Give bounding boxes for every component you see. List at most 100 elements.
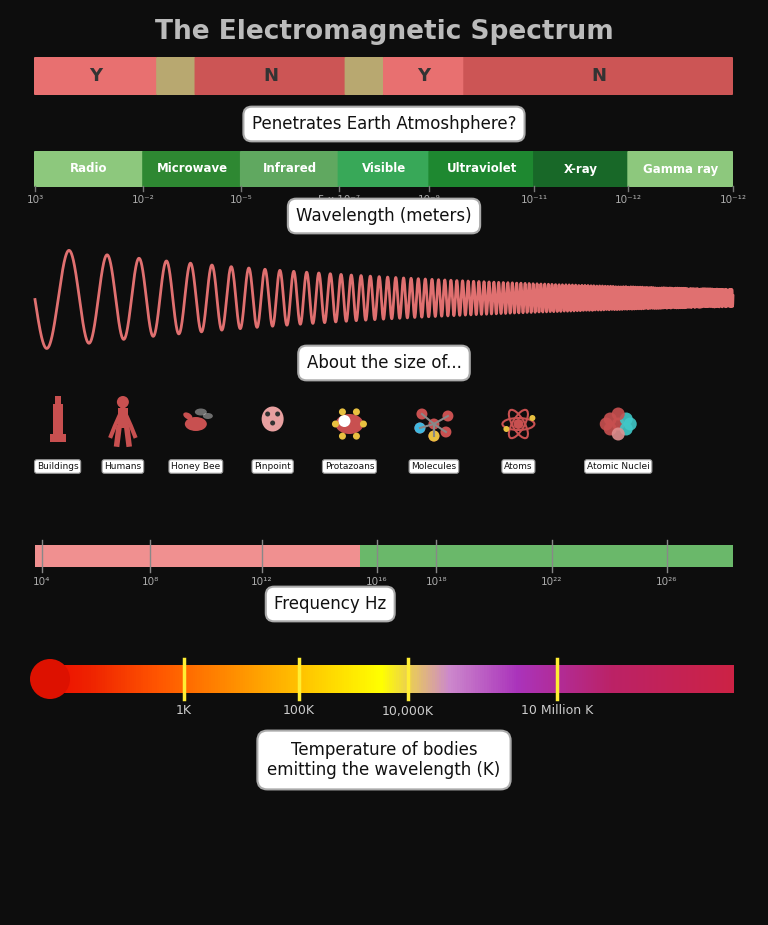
Text: 10¹²: 10¹² [251,577,273,587]
Bar [602,665,604,693]
Bar [670,665,673,693]
Bar [389,665,392,693]
Bar [425,665,429,693]
Bar [98,665,101,693]
Bar [365,665,367,693]
Bar [487,665,489,693]
Bar [109,665,112,693]
Bar [568,665,571,693]
Text: 10⁻⁵: 10⁻⁵ [230,195,252,205]
Bar [403,665,406,693]
Bar [645,665,647,693]
Text: Atomic Nuclei: Atomic Nuclei [587,462,650,471]
Circle shape [600,417,613,430]
Bar [351,665,354,693]
Bar [495,665,498,693]
Bar [369,665,372,693]
Bar [324,665,326,693]
Bar [177,665,180,693]
Bar [394,665,397,693]
Circle shape [117,396,129,408]
Text: The Electromagnetic Spectrum: The Electromagnetic Spectrum [154,19,614,45]
Ellipse shape [185,417,207,431]
Bar [60,665,62,693]
Bar [193,665,196,693]
Bar [184,665,187,693]
Bar [317,665,320,693]
Bar [530,665,532,693]
Circle shape [339,408,346,415]
Bar [100,665,103,693]
Bar [624,665,627,693]
Bar [617,665,621,693]
Text: N: N [591,67,606,85]
Bar [509,665,512,693]
Bar [134,665,137,693]
Bar [650,665,652,693]
Bar [336,665,338,693]
Bar [94,665,96,693]
FancyBboxPatch shape [194,57,346,95]
Bar [245,665,247,693]
Bar [581,665,584,693]
Bar [647,665,650,693]
Bar [150,665,153,693]
Bar [152,665,155,693]
Bar [362,665,365,693]
Bar [672,665,675,693]
Circle shape [353,433,360,439]
Bar [455,665,458,693]
Bar [279,665,282,693]
Bar [449,665,451,693]
Bar [147,665,151,693]
Bar [692,665,695,693]
Bar [214,665,216,693]
Bar [145,665,148,693]
Bar [727,665,729,693]
Text: Ultraviolet: Ultraviolet [446,163,517,176]
Bar [634,665,637,693]
Bar [331,665,333,693]
Bar [288,665,290,693]
Bar [708,665,711,693]
Bar [170,665,173,693]
Bar [87,665,89,693]
Text: 10²²: 10²² [541,577,562,587]
Bar [257,665,259,693]
Bar [207,665,209,693]
Bar [543,665,546,693]
Bar [358,665,361,693]
Bar [181,665,184,693]
Text: 10⁸: 10⁸ [141,577,159,587]
FancyBboxPatch shape [34,151,143,187]
Bar [123,665,125,693]
Bar [138,665,141,693]
Bar [179,665,182,693]
Bar [168,665,170,693]
Text: Honey Bee: Honey Bee [171,462,220,471]
Bar [89,665,91,693]
Bar [378,665,381,693]
Bar [681,665,684,693]
Bar [410,665,412,693]
Bar [164,665,166,693]
Bar [173,665,175,693]
Bar [430,665,433,693]
Bar [588,665,591,693]
Bar [656,665,659,693]
Bar [346,665,349,693]
Bar [387,665,390,693]
Bar [399,665,401,693]
Bar [166,665,168,693]
Bar [360,665,362,693]
Circle shape [620,423,633,436]
Bar [485,665,487,693]
Bar [75,665,78,693]
Bar [68,665,71,693]
Circle shape [442,411,453,422]
Text: Temperature of bodies
emitting the wavelength (K): Temperature of bodies emitting the wavel… [267,741,501,780]
Bar [236,665,239,693]
Bar [516,665,519,693]
Text: 100K: 100K [283,705,315,718]
Bar [265,665,268,693]
